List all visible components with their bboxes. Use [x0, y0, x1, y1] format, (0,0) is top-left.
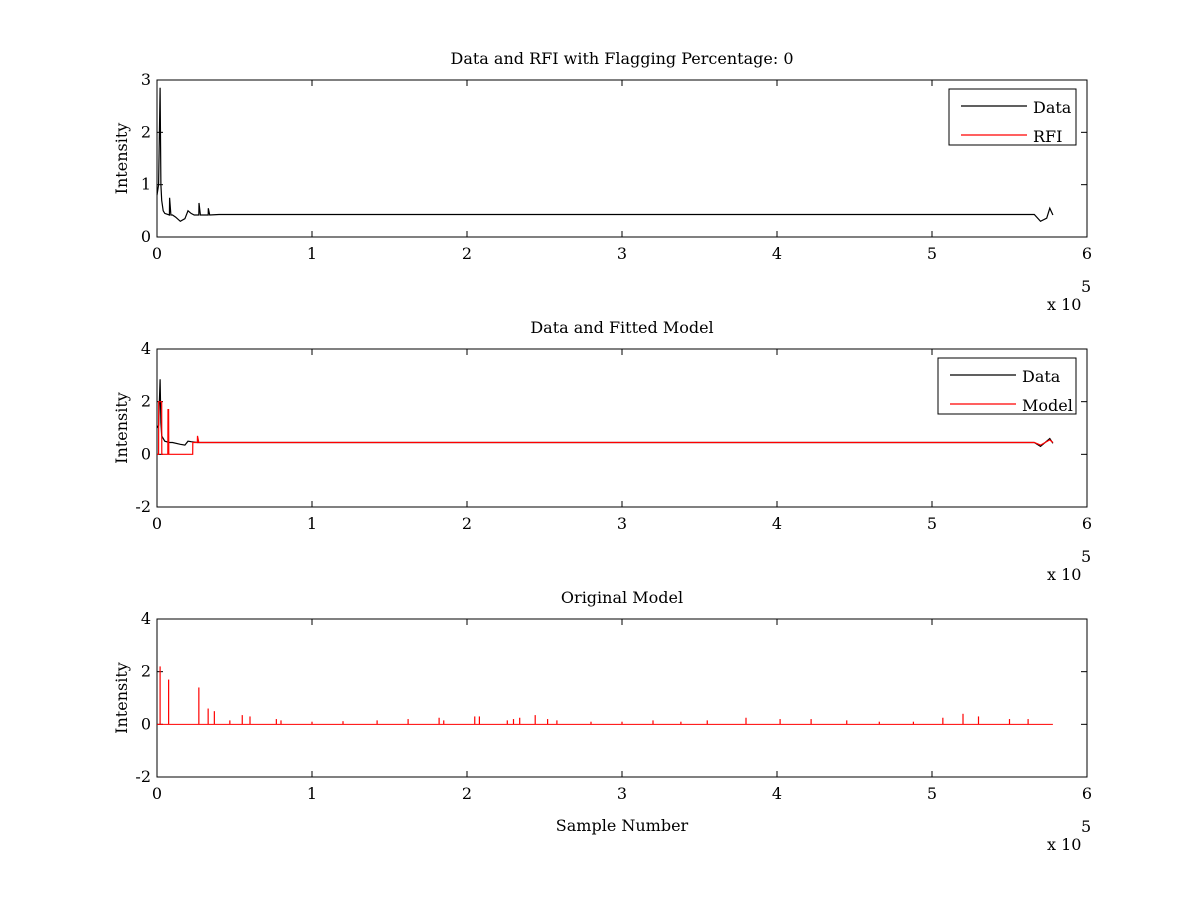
- x-exponent: 5: [1081, 277, 1091, 296]
- y-axis-label: Intensity: [112, 662, 131, 734]
- x-tick-label: 0: [152, 244, 162, 263]
- legend-label: RFI: [1033, 127, 1062, 146]
- legend-label: Data: [1033, 98, 1072, 117]
- x-tick-label: 5: [927, 244, 937, 263]
- y-tick-label: 2: [141, 392, 151, 411]
- legend: Data RFI: [948, 88, 1077, 146]
- x-tick-label: 4: [772, 784, 782, 803]
- x-tick-label: 4: [772, 244, 782, 263]
- y-tick-label: -2: [135, 497, 151, 516]
- legend: Data Model: [937, 357, 1077, 415]
- y-tick-label: 4: [141, 339, 151, 358]
- x-tick-label: 0: [152, 784, 162, 803]
- y-tick-label: 0: [141, 444, 151, 463]
- axes-frame: [156, 348, 1088, 508]
- legend-box: [937, 357, 1077, 415]
- x-tick-label: 3: [617, 244, 627, 263]
- series-line-data: [156, 87, 1054, 223]
- x-tick-label: 5: [927, 514, 937, 533]
- y-tick-label: 1: [141, 175, 151, 194]
- x-exponent: 5: [1081, 817, 1091, 836]
- y-tick-label: 3: [141, 70, 151, 89]
- y-tick-label: -2: [135, 767, 151, 786]
- x-tick-label: 3: [617, 784, 627, 803]
- legend-label: Data: [1022, 367, 1061, 386]
- chart-title: Data and RFI with Flagging Percentage: 0: [450, 49, 793, 68]
- y-tick-label: 2: [141, 662, 151, 681]
- y-axis-label: Intensity: [112, 123, 131, 195]
- x-tick-label: 6: [1082, 244, 1092, 263]
- x-tick-label: 2: [462, 514, 472, 533]
- x-tick-label: 6: [1082, 514, 1092, 533]
- x-tick-label: 1: [307, 784, 317, 803]
- legend-label: Model: [1022, 396, 1073, 415]
- y-axis-label: Intensity: [112, 392, 131, 464]
- x-tick-label: 0: [152, 514, 162, 533]
- subplot-1: 0 1 2 3 4 5 6 0 1 2 3 Data and RFI with Flagging Pe…: [112, 49, 1092, 314]
- y-tick-label: 0: [141, 714, 151, 733]
- x-tick-label: 2: [462, 784, 472, 803]
- x-exponent: 5: [1081, 547, 1091, 566]
- series-line-model: [157, 401, 1054, 455]
- x-tick-label: 2: [462, 244, 472, 263]
- x-tick-label: 5: [927, 784, 937, 803]
- legend-box: [948, 88, 1077, 146]
- y-tick-label: 4: [141, 609, 151, 628]
- chart-title: Original Model: [561, 588, 683, 607]
- x-tick-label: 6: [1082, 784, 1092, 803]
- x-tick-label: 3: [617, 514, 627, 533]
- x-tick-label: 4: [772, 514, 782, 533]
- y-tick-label: 0: [141, 227, 151, 246]
- x-multiplier: x 10: [1047, 565, 1081, 584]
- chart-title: Data and Fitted Model: [530, 318, 713, 337]
- axes-frame: [156, 79, 1088, 238]
- x-tick-label: 1: [307, 514, 317, 533]
- x-multiplier: x 10: [1047, 295, 1081, 314]
- axes-frame: [156, 618, 1088, 778]
- x-tick-label: 1: [307, 244, 317, 263]
- x-axis-label: Sample Number: [556, 816, 689, 835]
- x-multiplier: x 10: [1047, 835, 1081, 854]
- y-tick-label: 2: [141, 122, 151, 141]
